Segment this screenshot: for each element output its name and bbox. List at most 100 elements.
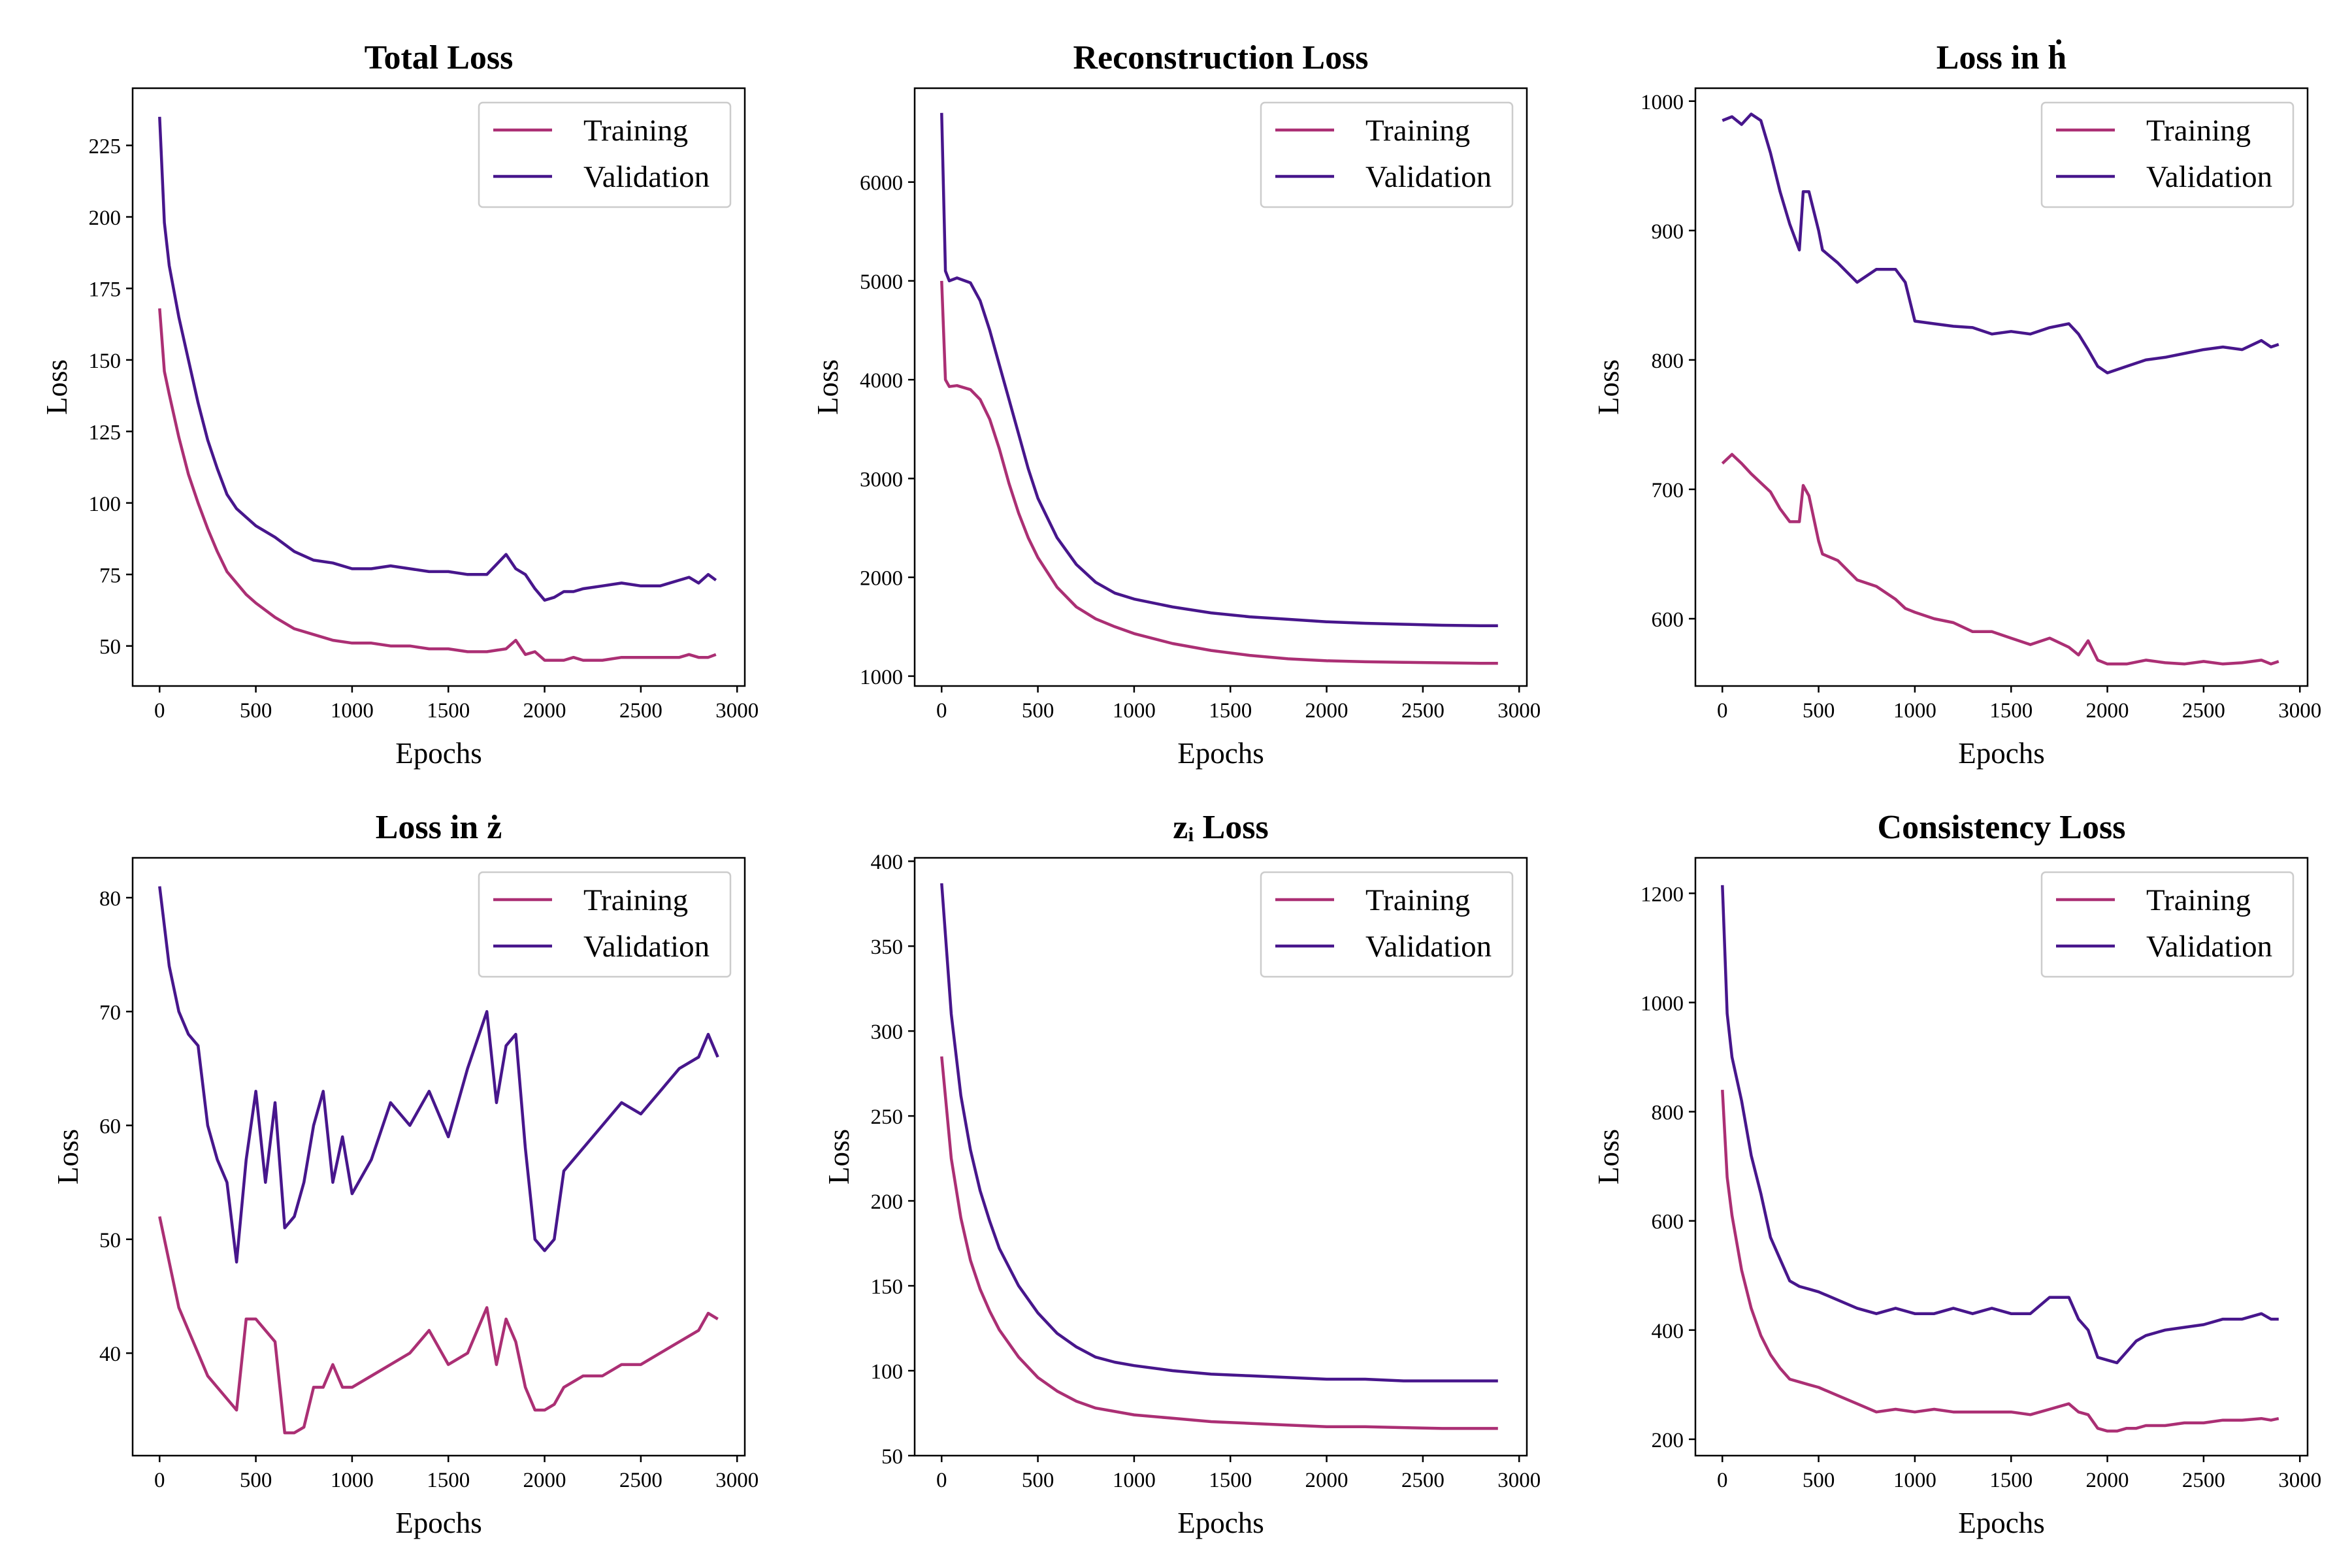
- x-tick-label: 500: [240, 699, 272, 723]
- series-line-validation: [158, 886, 719, 1264]
- y-tick-label: 1000: [1641, 992, 1684, 1015]
- x-tick-label: 1500: [427, 1469, 470, 1492]
- y-tick-label: 200: [871, 1190, 904, 1214]
- series-line-training: [158, 308, 717, 662]
- series-line-training: [940, 280, 1498, 665]
- x-axis-label: Epochs: [1958, 737, 2044, 770]
- x-tick-label: 2500: [2182, 1469, 2225, 1492]
- legend: Training Validation: [478, 101, 732, 208]
- x-tick-label: 1500: [1989, 1469, 2033, 1492]
- chart-panel-4: 0 500 1000 1500 2000 2500 3000 40 50 60 70 80 Epochs…: [52, 809, 759, 1539]
- x-tick-label: 3000: [1497, 699, 1541, 723]
- y-tick-label: 60: [99, 1115, 121, 1139]
- x-tick-label: 2000: [523, 1469, 566, 1492]
- y-tick-label: 150: [871, 1275, 904, 1299]
- plot-frame: [1694, 87, 2309, 687]
- y-tick-label: 50: [99, 636, 121, 659]
- x-tick-label: 0: [154, 1469, 165, 1492]
- series-line-training: [1721, 453, 2279, 666]
- y-tick-label: 600: [1652, 608, 1684, 632]
- series-line-validation: [1722, 112, 2279, 374]
- series-line-validation: [158, 116, 717, 602]
- x-tick-label: 1500: [1209, 1469, 1252, 1492]
- x-axis-label: Epochs: [1958, 1507, 2044, 1539]
- legend-label-training: Training: [2146, 114, 2251, 148]
- series-line-validation: [940, 112, 1498, 627]
- plot-frame: [913, 857, 1528, 1457]
- x-tick-label: 2500: [1401, 699, 1445, 723]
- legend-label-validation: Validation: [583, 160, 710, 194]
- series-line-training: [158, 1216, 719, 1435]
- y-tick-label: 2000: [860, 567, 903, 591]
- plot-frame: [131, 87, 746, 687]
- plot-frame: [131, 857, 746, 1457]
- plot-frame: [1694, 857, 2309, 1457]
- x-tick-label: 500: [1803, 1469, 1835, 1492]
- x-tick-label: 2000: [1305, 1469, 1348, 1492]
- legend-label-training: Training: [1365, 883, 1470, 917]
- x-tick-label: 2000: [2086, 1469, 2129, 1492]
- chart-panel-6: 0 500 1000 1500 2000 2500 3000 200 400 600 800 1000…: [1592, 809, 2321, 1539]
- legend-label-validation: Validation: [583, 930, 710, 964]
- y-tick-label: 4000: [860, 369, 903, 393]
- y-tick-label: 700: [1652, 479, 1684, 502]
- chart-title: Consistency Loss: [1878, 809, 2126, 846]
- y-tick-label: 600: [1652, 1211, 1684, 1234]
- x-tick-label: 1000: [1893, 1469, 1936, 1492]
- chart-title: Loss in ż: [376, 809, 502, 846]
- y-axis-label: Loss: [41, 359, 73, 415]
- x-tick-label: 0: [936, 699, 947, 723]
- x-tick-label: 500: [240, 1469, 272, 1492]
- legend: Training Validation: [478, 871, 732, 978]
- chart-title: Loss in ḣ: [1936, 39, 2067, 76]
- legend-label-validation: Validation: [2146, 160, 2272, 194]
- x-tick-label: 1000: [1113, 699, 1156, 723]
- y-tick-label: 200: [1652, 1429, 1684, 1452]
- legend: Training Validation: [2040, 871, 2295, 978]
- x-tick-label: 500: [1022, 699, 1054, 723]
- legend-label-training: Training: [583, 114, 688, 148]
- x-tick-label: 2500: [619, 699, 662, 723]
- y-tick-label: 250: [871, 1105, 904, 1129]
- y-tick-label: 80: [99, 887, 121, 911]
- y-tick-label: 150: [89, 350, 122, 373]
- x-axis-label: Epochs: [1177, 737, 1264, 770]
- x-tick-label: 1500: [1209, 699, 1252, 723]
- x-tick-label: 1000: [1113, 1469, 1156, 1492]
- y-tick-label: 5000: [860, 270, 903, 294]
- y-tick-label: 50: [881, 1445, 903, 1469]
- legend: Training Validation: [1260, 101, 1514, 208]
- x-axis-label: Epochs: [1177, 1507, 1264, 1539]
- y-tick-label: 100: [89, 493, 122, 516]
- legend: Training Validation: [1260, 871, 1514, 978]
- legend-label-validation: Validation: [2146, 930, 2272, 964]
- y-tick-label: 1200: [1641, 883, 1684, 906]
- series-line-training: [940, 1056, 1498, 1430]
- y-tick-label: 6000: [860, 172, 903, 195]
- legend-label-training: Training: [1365, 114, 1470, 148]
- y-tick-label: 1000: [1641, 91, 1684, 114]
- y-tick-label: 900: [1652, 220, 1684, 244]
- x-tick-label: 1000: [331, 699, 374, 723]
- x-tick-label: 500: [1022, 1469, 1054, 1492]
- x-tick-label: 2000: [523, 699, 566, 723]
- legend-label-training: Training: [2146, 883, 2251, 917]
- plot-frame: [913, 87, 1528, 687]
- y-tick-label: 400: [1652, 1320, 1684, 1343]
- y-axis-label: Loss: [1592, 359, 1625, 415]
- x-tick-label: 3000: [715, 1469, 759, 1492]
- x-tick-label: 2500: [2182, 699, 2225, 723]
- x-tick-label: 3000: [2278, 1469, 2321, 1492]
- x-tick-label: 0: [154, 699, 165, 723]
- y-tick-label: 75: [99, 564, 121, 587]
- x-tick-label: 0: [1717, 1469, 1728, 1492]
- x-tick-label: 2000: [1305, 699, 1348, 723]
- y-tick-label: 175: [89, 278, 122, 301]
- chart-panel-2: 0 500 1000 1500 2000 2500 3000 1000 2000 3000 4000…: [811, 39, 1541, 770]
- chart-panel-3: 0 500 1000 1500 2000 2500 3000 600 700 800 900 1000…: [1592, 39, 2321, 770]
- x-tick-label: 1000: [1893, 699, 1936, 723]
- x-tick-label: 3000: [715, 699, 759, 723]
- x-tick-label: 3000: [2278, 699, 2321, 723]
- x-tick-label: 0: [1717, 699, 1728, 723]
- legend-label-training: Training: [583, 883, 688, 917]
